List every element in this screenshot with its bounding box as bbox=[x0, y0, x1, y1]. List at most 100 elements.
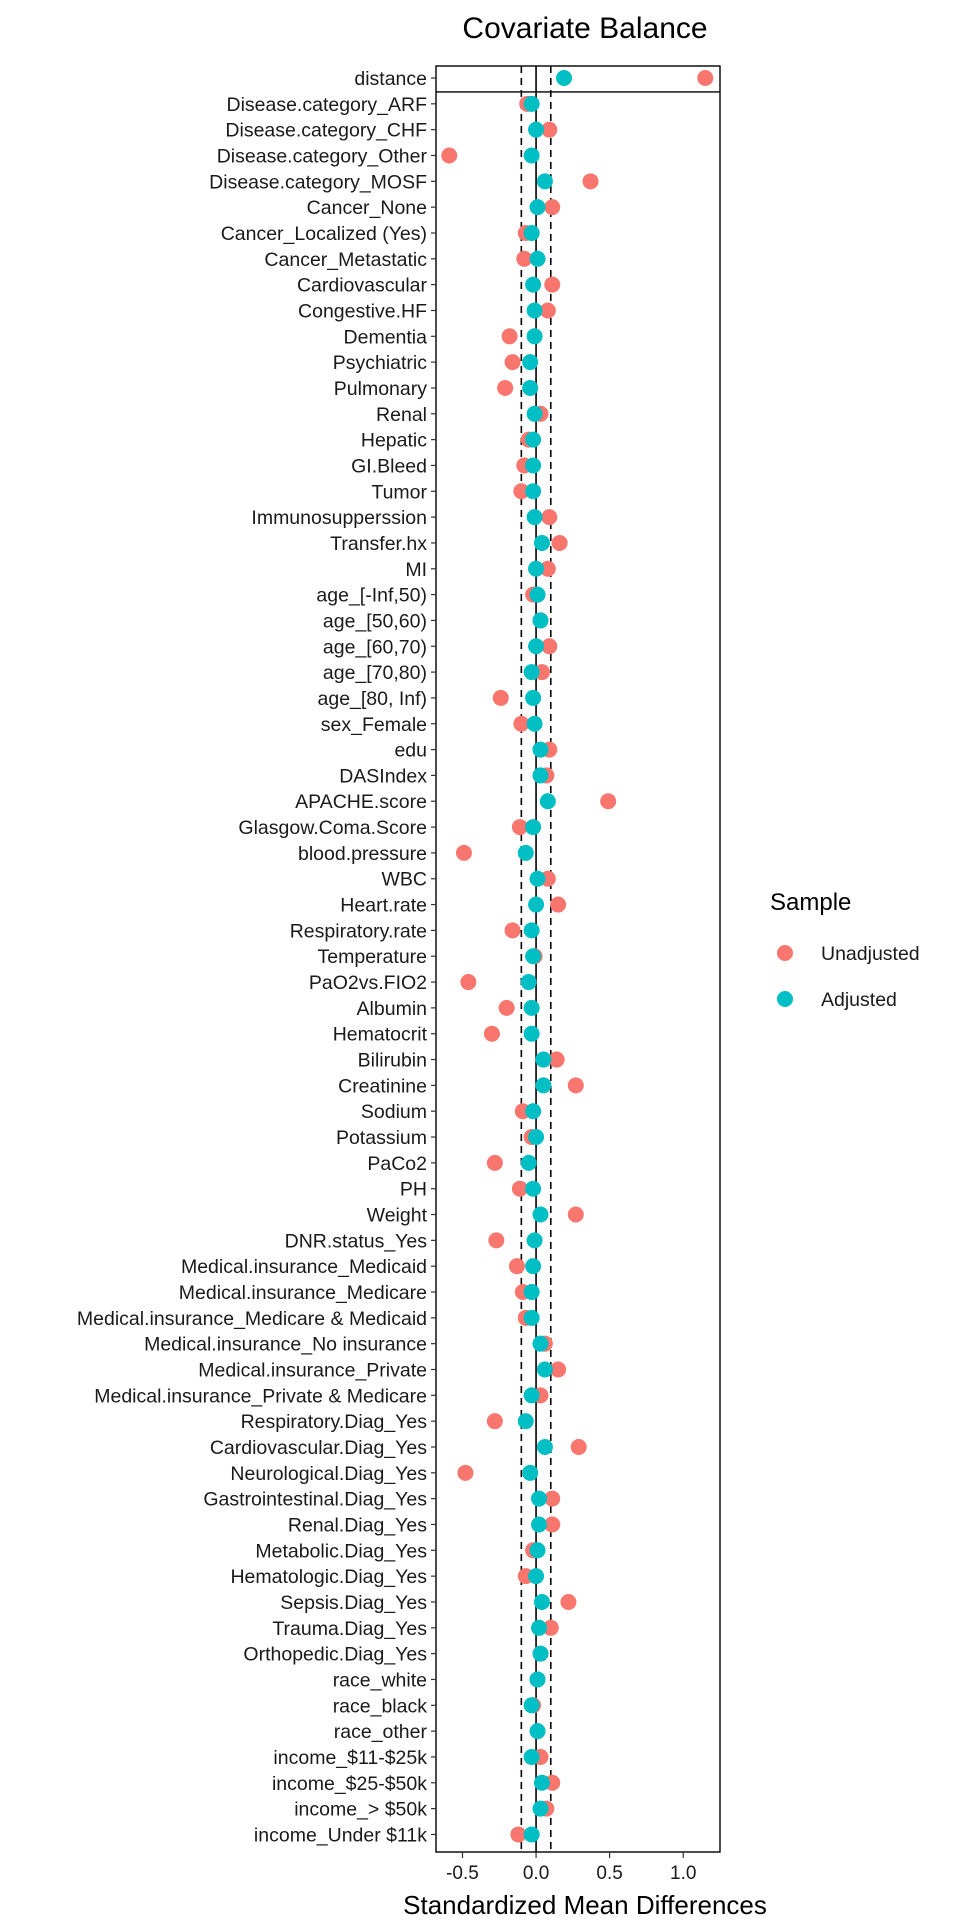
point-unadjusted bbox=[551, 534, 568, 551]
y-tick-label: Immunosupperssion bbox=[251, 507, 427, 529]
y-tick-label: edu bbox=[394, 740, 427, 762]
point-unadjusted bbox=[457, 1464, 474, 1481]
y-tick-label: age_[-Inf,50) bbox=[316, 585, 427, 607]
point-unadjusted bbox=[513, 715, 530, 732]
point-unadjusted bbox=[550, 1361, 567, 1378]
point-unadjusted bbox=[567, 1206, 584, 1223]
point-adjusted bbox=[529, 1671, 546, 1688]
point-adjusted bbox=[526, 328, 543, 345]
point-unadjusted bbox=[560, 1593, 577, 1610]
legend: Sample Unadjusted Adjusted bbox=[770, 889, 920, 1011]
point-adjusted bbox=[532, 612, 549, 629]
y-tick-label: Medical.insurance_Private bbox=[198, 1360, 427, 1382]
y-tick-label: PaCo2 bbox=[367, 1153, 427, 1175]
point-adjusted bbox=[526, 302, 543, 319]
point-adjusted bbox=[536, 173, 553, 190]
y-tick-label: age_[70,80) bbox=[323, 662, 427, 684]
y-tick-label: income_> $50k bbox=[294, 1799, 427, 1821]
y-tick-label: Cardiovascular bbox=[297, 275, 428, 297]
point-unadjusted bbox=[516, 250, 533, 267]
point-adjusted bbox=[532, 767, 549, 784]
point-unadjusted bbox=[570, 1438, 587, 1455]
y-tick-label: Creatinine bbox=[338, 1075, 427, 1097]
point-unadjusted bbox=[483, 1025, 500, 1042]
y-tick-label: PH bbox=[400, 1179, 427, 1201]
legend-label-unadjusted: Unadjusted bbox=[821, 943, 920, 965]
x-tick-label: 0.5 bbox=[596, 1863, 622, 1884]
point-adjusted bbox=[525, 276, 542, 293]
y-tick-label: Hematocrit bbox=[333, 1024, 428, 1046]
y-tick-label: Cardiovascular.Diag_Yes bbox=[210, 1437, 427, 1459]
y-tick-label: Hematologic.Diag_Yes bbox=[230, 1566, 427, 1588]
point-unadjusted bbox=[544, 1516, 561, 1533]
y-tick-label: Weight bbox=[367, 1205, 428, 1227]
point-adjusted bbox=[532, 1335, 549, 1352]
point-adjusted bbox=[523, 922, 540, 939]
point-adjusted bbox=[525, 819, 542, 836]
y-tick-label: Renal bbox=[376, 404, 427, 426]
point-unadjusted bbox=[488, 1232, 505, 1249]
point-unadjusted bbox=[460, 974, 477, 991]
point-adjusted bbox=[528, 1568, 545, 1585]
point-adjusted bbox=[529, 586, 546, 603]
y-tick-label: Glasgow.Coma.Score bbox=[238, 817, 427, 839]
point-adjusted bbox=[529, 870, 546, 887]
point-unadjusted bbox=[511, 819, 528, 836]
point-adjusted bbox=[525, 689, 542, 706]
y-tick-label: Psychiatric bbox=[333, 352, 428, 374]
point-adjusted bbox=[528, 896, 545, 913]
y-tick-label: WBC bbox=[382, 869, 428, 891]
y-tick-label: Transfer.hx bbox=[330, 533, 427, 555]
point-adjusted bbox=[525, 431, 542, 448]
point-adjusted bbox=[523, 1284, 540, 1301]
point-adjusted bbox=[525, 1103, 542, 1120]
point-unadjusted bbox=[511, 1180, 528, 1197]
y-tick-label: Trauma.Diag_Yes bbox=[272, 1618, 427, 1640]
y-tick-label: race_black bbox=[333, 1695, 428, 1717]
legend-key-unadjusted bbox=[777, 945, 793, 961]
x-tick-label: 0.0 bbox=[523, 1863, 549, 1884]
y-tick-label: Pulmonary bbox=[334, 378, 427, 400]
point-adjusted bbox=[539, 793, 556, 810]
y-tick-label: Disease.category_ARF bbox=[226, 94, 427, 116]
point-unadjusted bbox=[508, 1258, 525, 1275]
y-tick-label: GI.Bleed bbox=[351, 455, 427, 477]
point-adjusted bbox=[525, 948, 542, 965]
y-tick-label: Medical.insurance_No insurance bbox=[144, 1334, 427, 1356]
point-adjusted bbox=[556, 70, 573, 86]
point-unadjusted bbox=[513, 483, 530, 500]
y-tick-label: Cancer_Metastatic bbox=[264, 249, 427, 271]
y-tick-label: Renal.Diag_Yes bbox=[288, 1514, 427, 1536]
point-adjusted bbox=[533, 1774, 550, 1791]
point-adjusted bbox=[529, 1542, 546, 1559]
y-tick-label: Albumin bbox=[357, 998, 427, 1020]
y-tick-label: age_[50,60) bbox=[323, 610, 427, 632]
legend-label-adjusted: Adjusted bbox=[821, 989, 897, 1011]
point-unadjusted bbox=[498, 999, 515, 1016]
point-adjusted bbox=[523, 1748, 540, 1765]
chart-title: Covariate Balance bbox=[462, 12, 707, 45]
point-unadjusted bbox=[544, 276, 561, 293]
legend-title: Sample bbox=[770, 889, 851, 916]
y-tick-label: age_[60,70) bbox=[323, 636, 427, 658]
point-unadjusted bbox=[497, 379, 514, 396]
y-tick-label: Dementia bbox=[344, 326, 428, 348]
point-adjusted bbox=[525, 1258, 542, 1275]
point-adjusted bbox=[523, 147, 540, 164]
point-adjusted bbox=[525, 457, 542, 474]
point-unadjusted bbox=[492, 689, 509, 706]
point-unadjusted bbox=[539, 560, 556, 577]
point-unadjusted bbox=[548, 1051, 565, 1068]
y-tick-label: age_[80, Inf) bbox=[318, 688, 428, 710]
point-adjusted bbox=[531, 1490, 548, 1507]
point-adjusted bbox=[529, 199, 546, 216]
plot-area: distance Disease.category_ARF Disease.cate… bbox=[77, 65, 721, 1884]
legend-key-adjusted bbox=[777, 991, 793, 1007]
point-adjusted bbox=[528, 1129, 545, 1146]
point-adjusted bbox=[525, 1180, 542, 1197]
y-tick-label: Disease.category_MOSF bbox=[209, 171, 427, 193]
y-tick-label: income_$25-$50k bbox=[272, 1773, 427, 1795]
point-unadjusted bbox=[600, 793, 617, 810]
y-tick-label: distance bbox=[354, 68, 427, 90]
point-unadjusted bbox=[544, 1490, 561, 1507]
